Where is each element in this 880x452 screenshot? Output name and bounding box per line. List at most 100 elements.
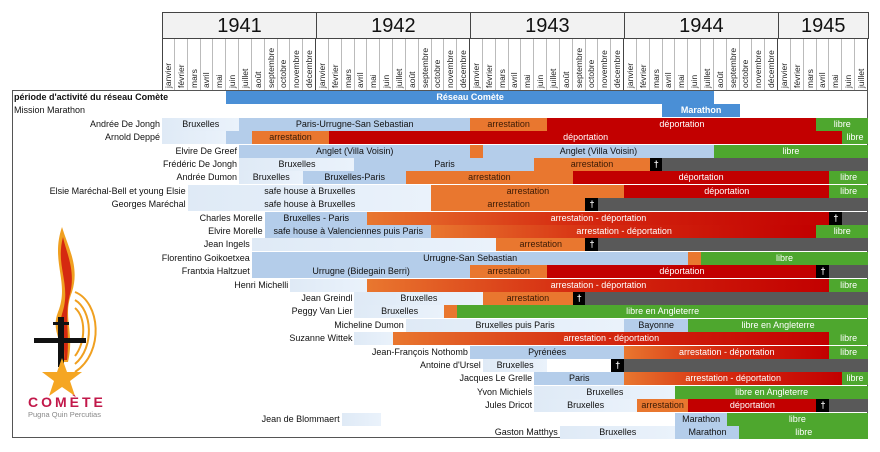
timeline-segment: arrestation - déportation: [623, 372, 843, 386]
timeline-segment: [662, 158, 869, 171]
timeline-segment: [290, 278, 368, 292]
timeline-segment: déportation: [572, 171, 830, 185]
timeline-segment: arrestation - déportation: [623, 345, 830, 359]
year-1945: 1945: [777, 12, 869, 39]
month-label: décembre: [611, 39, 625, 90]
timeline-segment: Bruxelles puis Paris: [405, 318, 625, 332]
timeline-segment: Marathon: [662, 104, 740, 118]
death-cross-icon: †: [572, 292, 586, 305]
month-label: juin: [534, 39, 548, 90]
month-label: janvier: [470, 39, 483, 90]
timeline-segment: [444, 305, 458, 319]
timeline-segment: Bruxelles - Paris: [264, 211, 368, 225]
timeline-segment: libre: [726, 412, 869, 426]
timeline-segment: libre en Angleterre: [688, 318, 869, 332]
month-label: octobre: [739, 39, 753, 90]
timeline-segment: Urrugne (Bidegain Berri): [251, 265, 471, 279]
month-label: avril: [200, 39, 214, 90]
timeline-segment: arrestation - déportation: [367, 278, 830, 292]
timeline-segment: arrestation: [431, 198, 586, 212]
month-label: juillet: [855, 39, 868, 90]
timeline-segment: arrestation: [469, 117, 548, 131]
timeline-segment: libre: [700, 251, 869, 265]
month-label: mai: [367, 39, 381, 90]
month-label: juillet: [239, 39, 252, 90]
month-label: janvier: [624, 39, 637, 90]
month-label: mars: [496, 39, 509, 90]
timeline-segment: arrestation: [636, 399, 689, 413]
member-name: Jacques Le Grelle: [459, 373, 533, 384]
timeline-segment: Anglet (Villa Voisin): [482, 144, 715, 158]
timeline-segment: déportation: [546, 265, 817, 279]
timeline-segment: [546, 359, 612, 372]
timeline-segment: arrestation - déportation: [431, 225, 817, 238]
member-name: Jean de Blommaert: [261, 413, 340, 424]
year-1943: 1943: [469, 12, 625, 39]
timeline-segment: arrestation - déportation: [392, 332, 830, 346]
timeline-segment: arrestation: [495, 238, 586, 252]
member-name: Elvire De Greef: [175, 145, 237, 156]
month-label: août: [406, 39, 419, 90]
timeline-segment: Urrugne-San Sebastian: [251, 251, 689, 265]
logo-motto: Pugna Quin Percutias: [28, 410, 101, 419]
month-label: janvier: [162, 39, 175, 90]
member-name: Andrée Dumon: [176, 172, 237, 183]
month-label: décembre: [457, 39, 471, 90]
month-label: août: [252, 39, 265, 90]
timeline-segment: déportation: [688, 399, 817, 413]
month-label: février: [483, 39, 496, 90]
timeline-segment: arrestation: [431, 184, 625, 198]
timeline-segment: [469, 144, 484, 158]
timeline-segment: [829, 265, 869, 279]
month-label: mai: [675, 39, 689, 90]
member-name: Jean Ingels: [203, 239, 250, 250]
timeline-segment: safe house à Bruxelles: [187, 198, 432, 212]
comete-logo: COMÈTE Pugna Quin Percutias: [20, 222, 140, 422]
timeline-segment: arrestation: [482, 292, 574, 305]
month-label: février: [175, 39, 188, 90]
member-name: Elsie Maréchal-Bell et young Elsie: [49, 185, 186, 196]
timeline-segment: [341, 412, 381, 426]
timeline-segment: Bruxelles: [238, 171, 304, 185]
member-name: période d'activité du réseau Comète: [14, 92, 169, 102]
month-label: octobre: [277, 39, 291, 90]
member-name: Frédéric De Jongh: [162, 159, 237, 169]
month-label: avril: [816, 39, 830, 90]
timeline-segment: arrestation - déportation: [367, 211, 830, 225]
member-name: Peggy Van Lier: [291, 306, 353, 317]
timeline-segment: libre en Angleterre: [457, 305, 869, 319]
month-label: février: [637, 39, 650, 90]
timeline-segment: Bruxelles: [534, 399, 638, 413]
timeline-segment: libre: [829, 184, 869, 198]
month-label: juin: [842, 39, 855, 90]
timeline-segment: Marathon: [675, 426, 740, 439]
member-name: Jean Greindl: [301, 293, 353, 303]
timeline-segment: Bruxelles-Paris: [303, 171, 407, 185]
month-label: septembre: [419, 39, 432, 90]
month-label: février: [329, 39, 342, 90]
timeline-segment: libre: [841, 131, 869, 145]
timeline-segment: libre: [829, 332, 869, 346]
timeline-segment: [598, 198, 869, 212]
year-1944: 1944: [623, 12, 779, 39]
timeline-segment: arrestation: [469, 265, 548, 279]
timeline-segment: Pyrénées: [469, 345, 625, 359]
timeline-segment: libre: [829, 278, 869, 292]
timeline-segment: libre: [816, 225, 869, 238]
month-label: mars: [804, 39, 817, 90]
timeline-segment: libre en Angleterre: [675, 385, 869, 399]
death-cross-icon: †: [585, 198, 599, 212]
month-label: mai: [213, 39, 227, 90]
timeline-segment: Bruxelles: [482, 359, 548, 372]
month-label: avril: [662, 39, 676, 90]
timeline-segment: [226, 131, 253, 145]
month-label: septembre: [265, 39, 278, 90]
timeline-segment: libre: [829, 171, 869, 185]
death-cross-icon: †: [585, 238, 599, 252]
month-label: novembre: [444, 39, 458, 90]
month-label: mai: [829, 39, 843, 90]
timeline-segment: [598, 238, 869, 252]
month-label: juillet: [547, 39, 560, 90]
member-name: Yvon Michiels: [477, 386, 533, 397]
